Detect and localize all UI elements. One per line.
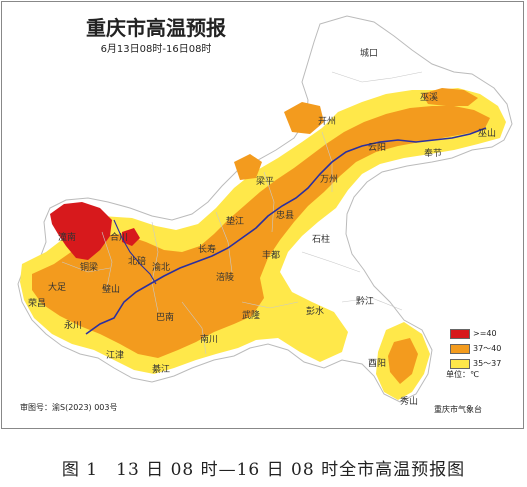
zone-over-40 xyxy=(50,202,140,260)
map-frame: 重庆市高温预报 6月13日08时-16日08时 城口 巫溪 开州 巫山 云阳 奉… xyxy=(1,1,524,429)
place-label-qijiang: 綦江 xyxy=(152,365,171,375)
place-label-fengdu: 丰都 xyxy=(262,251,281,261)
legend-swatch xyxy=(450,328,470,339)
map-subtitle: 6月13日08时-16日08时 xyxy=(100,44,212,55)
legend-item-over40: >=40 xyxy=(450,327,510,340)
place-label-yongchuan: 永川 xyxy=(64,321,83,331)
place-label-fengjie: 奉节 xyxy=(424,149,443,159)
agency-name: 重庆市气象台 xyxy=(434,405,482,414)
figure-caption: 图 1 13 日 08 时—16 日 08 时全市高温预报图 xyxy=(61,460,466,480)
place-label-tongnan: 潼南 xyxy=(58,233,77,243)
legend: >=40 37～40 35～37 xyxy=(450,327,510,372)
approval-number: 审图号：渝S(2023) 003号 xyxy=(20,403,118,412)
place-label-yubei: 渝北 xyxy=(152,263,171,273)
place-label-dazu: 大足 xyxy=(48,283,67,293)
county-borders xyxy=(61,71,423,355)
unit-label: 单位：℃ xyxy=(446,370,479,379)
place-label-yunyang: 云阳 xyxy=(368,143,387,153)
place-label-rongchang: 荣昌 xyxy=(28,299,47,309)
chongqing-temperature-map xyxy=(17,15,513,403)
place-label-beibei: 北碚 xyxy=(128,257,147,267)
legend-item-35-37: 35～37 xyxy=(450,357,510,370)
place-label-fuling: 涪陵 xyxy=(216,273,235,283)
legend-label: 37～40 xyxy=(473,344,502,353)
map-title: 重庆市高温预报 xyxy=(86,16,226,40)
place-label-xiushan: 秀山 xyxy=(400,397,419,407)
legend-swatch xyxy=(450,343,470,354)
place-label-hechuan: 合川 xyxy=(110,233,129,243)
jialing-river xyxy=(113,219,157,285)
place-label-dianjiang: 垫江 xyxy=(226,217,245,227)
place-label-wanzhou: 万州 xyxy=(320,175,339,185)
place-label-shizhu: 石柱 xyxy=(312,235,331,245)
place-label-tongliang: 铜梁 xyxy=(80,263,99,273)
place-label-banan: 巴南 xyxy=(156,313,175,323)
legend-label: 35～37 xyxy=(473,359,502,368)
place-label-liangping: 梁平 xyxy=(256,177,275,187)
place-label-wushan: 巫山 xyxy=(478,129,497,139)
place-label-wulong: 武隆 xyxy=(242,311,261,321)
place-label-pengshui: 彭水 xyxy=(306,307,325,317)
legend-item-37-40: 37～40 xyxy=(450,342,510,355)
place-label-jiangjin: 江津 xyxy=(106,351,125,361)
zone-37-40 xyxy=(32,88,490,384)
place-label-chengkou: 城口 xyxy=(360,49,379,59)
legend-swatch xyxy=(450,358,470,369)
place-label-qianjiang: 黔江 xyxy=(356,297,375,307)
place-label-kaizhou: 开州 xyxy=(318,117,337,127)
yangtze-river xyxy=(85,127,487,335)
legend-label: >=40 xyxy=(473,329,497,338)
place-label-zhongxian: 忠县 xyxy=(276,211,295,221)
place-label-nanchuan: 南川 xyxy=(200,335,219,345)
place-label-youyang: 酉阳 xyxy=(368,359,387,369)
place-label-wuxi: 巫溪 xyxy=(420,93,439,103)
place-label-bishan: 璧山 xyxy=(102,285,121,295)
place-label-changshou: 长寿 xyxy=(198,245,217,255)
